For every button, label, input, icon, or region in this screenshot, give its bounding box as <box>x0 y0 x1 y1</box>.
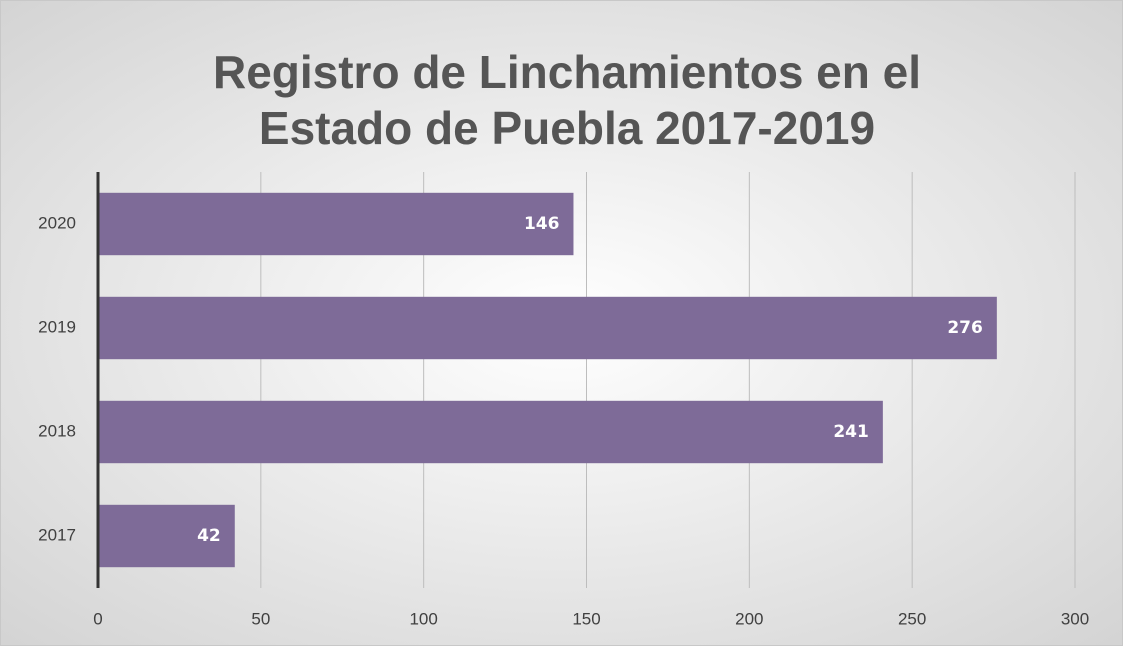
bar <box>98 192 574 256</box>
bar <box>98 504 235 568</box>
x-tick-label: 250 <box>898 609 926 628</box>
chart-title: Registro de Linchamientos en el <box>213 46 921 98</box>
x-tick-label: 0 <box>93 609 102 628</box>
data-label: 241 <box>833 422 869 442</box>
x-tick-label: 150 <box>572 609 600 628</box>
x-tick-label: 50 <box>251 609 270 628</box>
y-tick-label: 2019 <box>38 317 76 336</box>
bar <box>98 296 997 360</box>
data-label: 146 <box>524 214 560 234</box>
x-tick-label: 300 <box>1061 609 1089 628</box>
y-tick-label: 2020 <box>38 213 76 232</box>
y-tick-label: 2017 <box>38 525 76 544</box>
x-tick-label: 100 <box>409 609 437 628</box>
bar <box>98 400 883 464</box>
x-tick-label: 200 <box>735 609 763 628</box>
data-label: 42 <box>197 526 221 546</box>
y-tick-label: 2018 <box>38 421 76 440</box>
chart-title: Estado de Puebla 2017-2019 <box>259 102 875 154</box>
data-label: 276 <box>947 318 983 338</box>
